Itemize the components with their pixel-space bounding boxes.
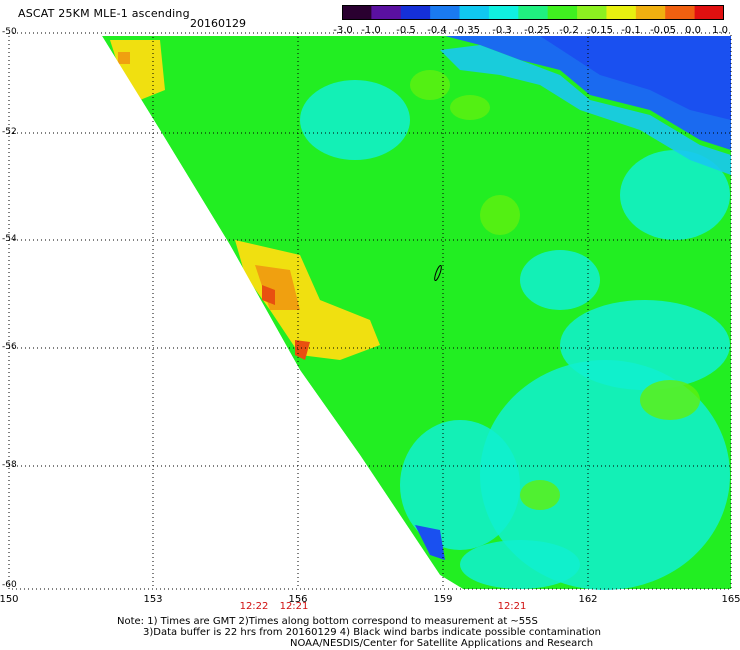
longitude-label: 150 [0,594,19,605]
swath-lime-patch [520,480,560,510]
latitude-label: -58 [2,460,17,470]
colorbar-tick-label: -0.4 [427,25,447,36]
map-plot [8,32,732,590]
colorbar [342,5,724,20]
swath-lime-patch [410,70,450,100]
colorbar-tick-label: -0.3 [492,25,512,36]
colorbar-swatch [459,5,490,20]
colorbar-tick-label: -0.2 [559,25,579,36]
colorbar-swatch [371,5,402,20]
wind-barb-marker [434,264,442,282]
colorbar-swatch [665,5,696,20]
colorbar-swatch [518,5,549,20]
note-line-2: 3)Data buffer is 22 hrs from 20160129 4)… [143,627,601,638]
colorbar-tick-label: -0.5 [396,25,416,36]
swath-red-patch [295,340,310,360]
latitude-label: -52 [2,127,17,137]
swath-cyan-patch [400,420,520,550]
colorbar-swatch [342,5,372,20]
latitude-label: -54 [2,234,17,244]
colorbar-swatch [577,5,607,20]
colorbar-swatch [694,5,724,20]
colorbar-tick-label: -0.15 [587,25,613,36]
colorbar-tick-label: 0.0 [685,25,701,36]
colorbar-tick-label: -0.25 [524,25,550,36]
swath-cyan-patch [460,540,580,589]
colorbar-tick-label: -0.05 [650,25,676,36]
colorbar-swatch [547,5,578,20]
longitude-label: 162 [578,594,598,605]
swath-lime-patch [640,380,700,420]
map-frame [8,32,732,590]
colorbar-tick-label: -0.1 [621,25,641,36]
colorbar-tick-label: -1.0 [361,25,381,36]
time-label: 12:21 [497,601,527,612]
swath-lime-patch [480,195,520,235]
note-line-3: NOAA/NESDIS/Center for Satellite Applica… [290,638,594,649]
colorbar-swatch [606,5,637,20]
note-line-1: Note: 1) Times are GMT 2)Times along bot… [117,616,538,627]
latitude-label: -60 [2,580,17,590]
no-data-region [9,36,463,589]
chart-title: ASCAT 25KM MLE-1 ascending [18,7,190,20]
colorbar-tick-label: -0.35 [454,25,480,36]
time-label: 12:22 [239,601,269,612]
swath-cyan-patch [300,80,410,160]
longitude-label: 153 [143,594,163,605]
colorbar-swatch [400,5,431,20]
longitude-label: 156 [288,594,308,605]
colorbar-tick-label: -3.0 [333,25,353,36]
swath-lightblue-edge [440,45,731,175]
swath-cyan-patch [620,150,730,240]
latitude-label: -56 [2,342,17,352]
longitude-label: 165 [721,594,740,605]
swath-blue-spot [415,525,445,560]
swath-cyan-patch [560,300,730,390]
colorbar-tick-label: 1.0 [712,25,728,36]
colorbar-swatch [635,5,666,20]
swath-red-patch [262,285,275,305]
chart-date: 20160129 [190,17,246,30]
swath-cyan-patch [520,250,600,310]
colorbar-swatch [430,5,461,20]
latitude-label: -50 [2,27,17,37]
longitude-label: 159 [433,594,453,605]
time-label: 12:21 [279,601,309,612]
swath-orange-patch [118,52,130,64]
colorbar-swatch [488,5,519,20]
swath-lime-patch [450,95,490,120]
